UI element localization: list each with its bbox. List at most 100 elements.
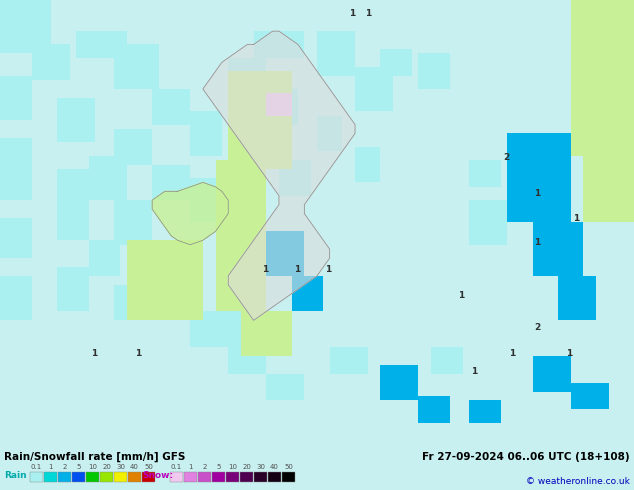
Bar xyxy=(380,49,412,75)
Bar xyxy=(152,165,190,200)
Bar xyxy=(128,472,141,482)
Bar xyxy=(507,133,571,222)
Bar xyxy=(583,156,634,222)
Bar xyxy=(89,156,127,200)
Bar xyxy=(216,258,266,312)
Bar xyxy=(44,472,57,482)
Bar xyxy=(0,138,32,200)
Bar xyxy=(380,365,418,400)
Bar xyxy=(32,45,70,80)
Bar xyxy=(355,67,393,111)
Bar xyxy=(431,347,463,374)
Text: Rain: Rain xyxy=(4,471,27,481)
Bar xyxy=(266,374,304,400)
Text: 1: 1 xyxy=(349,9,355,18)
Text: 5: 5 xyxy=(216,465,221,470)
Bar xyxy=(152,89,190,124)
Bar xyxy=(317,31,355,75)
Text: Snow:: Snow: xyxy=(142,471,173,481)
Text: 20: 20 xyxy=(242,465,251,470)
Bar xyxy=(228,58,266,102)
Bar xyxy=(279,160,311,196)
Text: 2: 2 xyxy=(503,153,509,163)
Bar xyxy=(86,472,99,482)
Bar xyxy=(533,222,583,276)
Bar xyxy=(355,147,380,182)
Text: 1: 1 xyxy=(91,349,97,358)
Bar xyxy=(418,53,450,89)
Text: 2: 2 xyxy=(534,322,541,332)
Bar xyxy=(228,133,260,178)
Bar xyxy=(558,276,596,320)
Polygon shape xyxy=(203,31,355,320)
Bar xyxy=(266,231,304,276)
Bar xyxy=(57,267,89,312)
Bar xyxy=(190,312,241,347)
Text: 1: 1 xyxy=(534,238,541,247)
Text: 20: 20 xyxy=(102,465,111,470)
Bar xyxy=(57,98,95,143)
Text: 1: 1 xyxy=(573,214,579,222)
Text: 30: 30 xyxy=(256,465,265,470)
Bar xyxy=(152,240,184,276)
Bar xyxy=(114,129,152,165)
Text: 0.1: 0.1 xyxy=(171,465,182,470)
Bar xyxy=(58,472,71,482)
Bar xyxy=(469,400,501,423)
Bar xyxy=(241,312,292,356)
Text: 1: 1 xyxy=(534,189,541,198)
Bar xyxy=(292,276,323,312)
Text: 1: 1 xyxy=(262,265,268,274)
Text: 1: 1 xyxy=(135,349,141,358)
Bar xyxy=(190,111,222,156)
Bar xyxy=(571,0,634,80)
Bar xyxy=(89,240,120,276)
Text: 1: 1 xyxy=(509,349,515,358)
Bar xyxy=(282,472,295,482)
Bar xyxy=(30,472,43,482)
Bar xyxy=(268,472,281,482)
Text: 40: 40 xyxy=(270,465,279,470)
Text: 2: 2 xyxy=(202,465,207,470)
Bar xyxy=(0,276,32,320)
Bar xyxy=(212,472,225,482)
Bar xyxy=(216,205,266,258)
Bar xyxy=(114,45,158,89)
Bar xyxy=(184,472,197,482)
Text: 1: 1 xyxy=(188,465,193,470)
Text: 1: 1 xyxy=(325,265,332,274)
Text: 5: 5 xyxy=(76,465,81,470)
Text: 1: 1 xyxy=(458,292,465,300)
Bar xyxy=(469,200,507,245)
Bar xyxy=(571,383,609,409)
Bar xyxy=(100,472,113,482)
Bar xyxy=(0,218,32,258)
Bar xyxy=(240,472,253,482)
Bar xyxy=(76,31,127,58)
Text: 40: 40 xyxy=(130,465,139,470)
Text: Rain/Snowfall rate [mm/h] GFS: Rain/Snowfall rate [mm/h] GFS xyxy=(4,452,185,462)
Text: © weatheronline.co.uk: © weatheronline.co.uk xyxy=(526,477,630,486)
Bar xyxy=(228,71,292,169)
Bar xyxy=(72,472,85,482)
Text: 0.1: 0.1 xyxy=(31,465,42,470)
Text: 10: 10 xyxy=(88,465,97,470)
Bar xyxy=(57,169,89,240)
Bar xyxy=(198,472,211,482)
Bar xyxy=(228,214,260,249)
Text: Fr 27-09-2024 06..06 UTC (18+108): Fr 27-09-2024 06..06 UTC (18+108) xyxy=(422,452,630,462)
Bar xyxy=(190,178,222,222)
Bar xyxy=(571,75,634,156)
Bar xyxy=(0,75,32,120)
Bar xyxy=(226,472,239,482)
Bar xyxy=(114,285,152,320)
Bar xyxy=(469,160,501,187)
Text: 50: 50 xyxy=(284,465,293,470)
Text: 1: 1 xyxy=(471,367,477,376)
Text: 1: 1 xyxy=(365,9,371,18)
Polygon shape xyxy=(152,182,228,245)
Bar xyxy=(142,472,155,482)
Bar xyxy=(254,472,267,482)
Text: 50: 50 xyxy=(144,465,153,470)
Text: 1: 1 xyxy=(294,265,300,274)
